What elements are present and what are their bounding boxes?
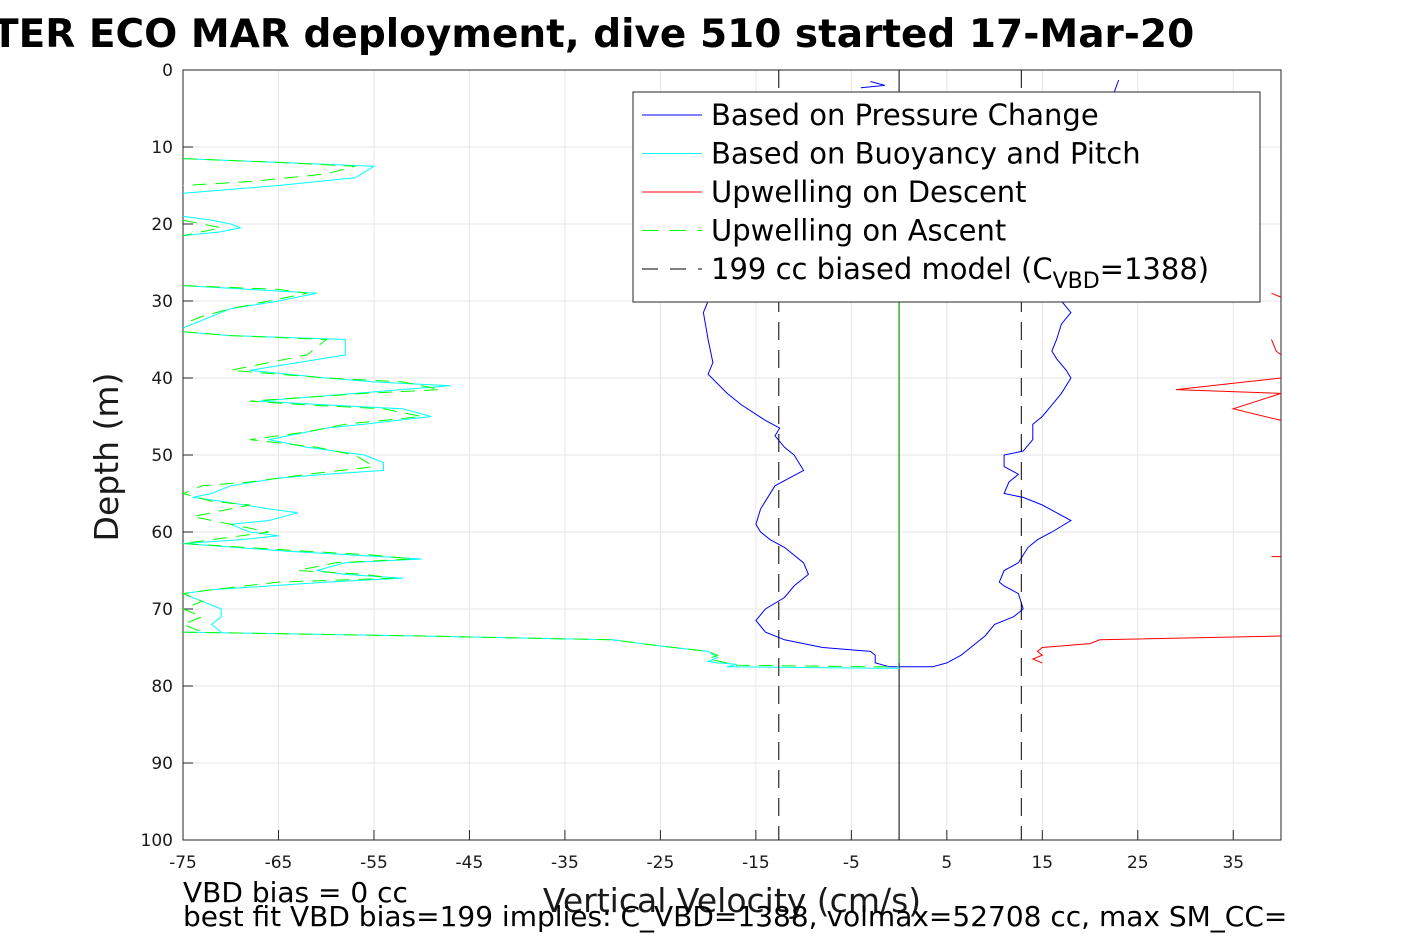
series-line: [182, 631, 900, 668]
x-tick-label: -55: [360, 853, 388, 873]
y-tick-label: 100: [141, 831, 173, 851]
footer-vbd-bias: VBD bias = 0 cc: [183, 876, 408, 909]
chart-title: TER ECO MAR deployment, dive 510 started…: [0, 12, 1194, 57]
x-tick-label: 5: [941, 853, 952, 873]
x-tick-label: 15: [1031, 853, 1053, 873]
y-axis-ticks: 0 10 20 30 40 50 60 70 80 90 100: [141, 61, 193, 851]
legend-label: 199 cc biased model (CVBD=1388): [711, 252, 1209, 294]
series-line: [182, 219, 222, 237]
x-tick-label: 35: [1222, 853, 1244, 873]
series-line: [182, 215, 243, 237]
legend-label: Upwelling on Descent: [711, 175, 1027, 209]
series-line: [182, 285, 317, 329]
footer-best-fit: best fit VBD bias=199 implies: C_VBD=138…: [183, 900, 1287, 933]
series-line: [1175, 377, 1282, 421]
y-tick-label: 60: [151, 523, 173, 543]
legend: Based on Pressure Change Based on Buoyanc…: [632, 91, 1261, 303]
series-line: [1271, 292, 1282, 298]
x-tick-label: -45: [456, 853, 484, 873]
y-tick-label: 0: [162, 61, 173, 81]
series-line: [1031, 635, 1282, 664]
x-axis-label: Vertical Velocity (cm/s): [543, 881, 921, 920]
series-line: [181, 331, 441, 633]
x-tick-label: -75: [169, 853, 197, 873]
y-tick-label: 40: [151, 369, 173, 389]
x-tick-label: -25: [647, 853, 675, 873]
series-line: [182, 158, 356, 186]
y-tick-label: 50: [151, 446, 173, 466]
x-tick-label: -5: [843, 853, 860, 873]
y-tick-label: 90: [151, 754, 173, 774]
y-tick-label: 10: [151, 138, 173, 158]
legend-items: Based on Pressure Change Based on Buoyanc…: [642, 98, 1209, 294]
series-line: [1271, 339, 1282, 356]
series-4: [181, 158, 900, 668]
y-tick-label: 70: [151, 600, 173, 620]
series-line: [182, 285, 308, 325]
y-axis-label: Depth (m): [87, 373, 126, 542]
y-tick-label: 80: [151, 677, 173, 697]
legend-label: Upwelling on Ascent: [711, 214, 1006, 248]
x-tick-label: 25: [1127, 853, 1149, 873]
legend-box: [632, 91, 1261, 303]
x-tick-label: -35: [551, 853, 579, 873]
series-line: [181, 331, 451, 633]
legend-label: Based on Buoyancy and Pitch: [711, 137, 1141, 171]
x-tick-label: -65: [265, 853, 293, 873]
series-line: [1113, 79, 1120, 94]
x-tick-label: -15: [742, 853, 770, 873]
legend-label: Based on Pressure Change: [711, 98, 1099, 132]
series-line: [702, 292, 1072, 668]
series-line: [860, 81, 885, 89]
y-tick-label: 20: [151, 215, 173, 235]
x-axis-ticks: -75 -65 -55 -45 -35 -25 -15 -5 5 15 25 35: [169, 830, 1244, 873]
series-3: [1031, 292, 1282, 664]
series-1: [702, 79, 1120, 668]
y-tick-label: 30: [151, 292, 173, 312]
